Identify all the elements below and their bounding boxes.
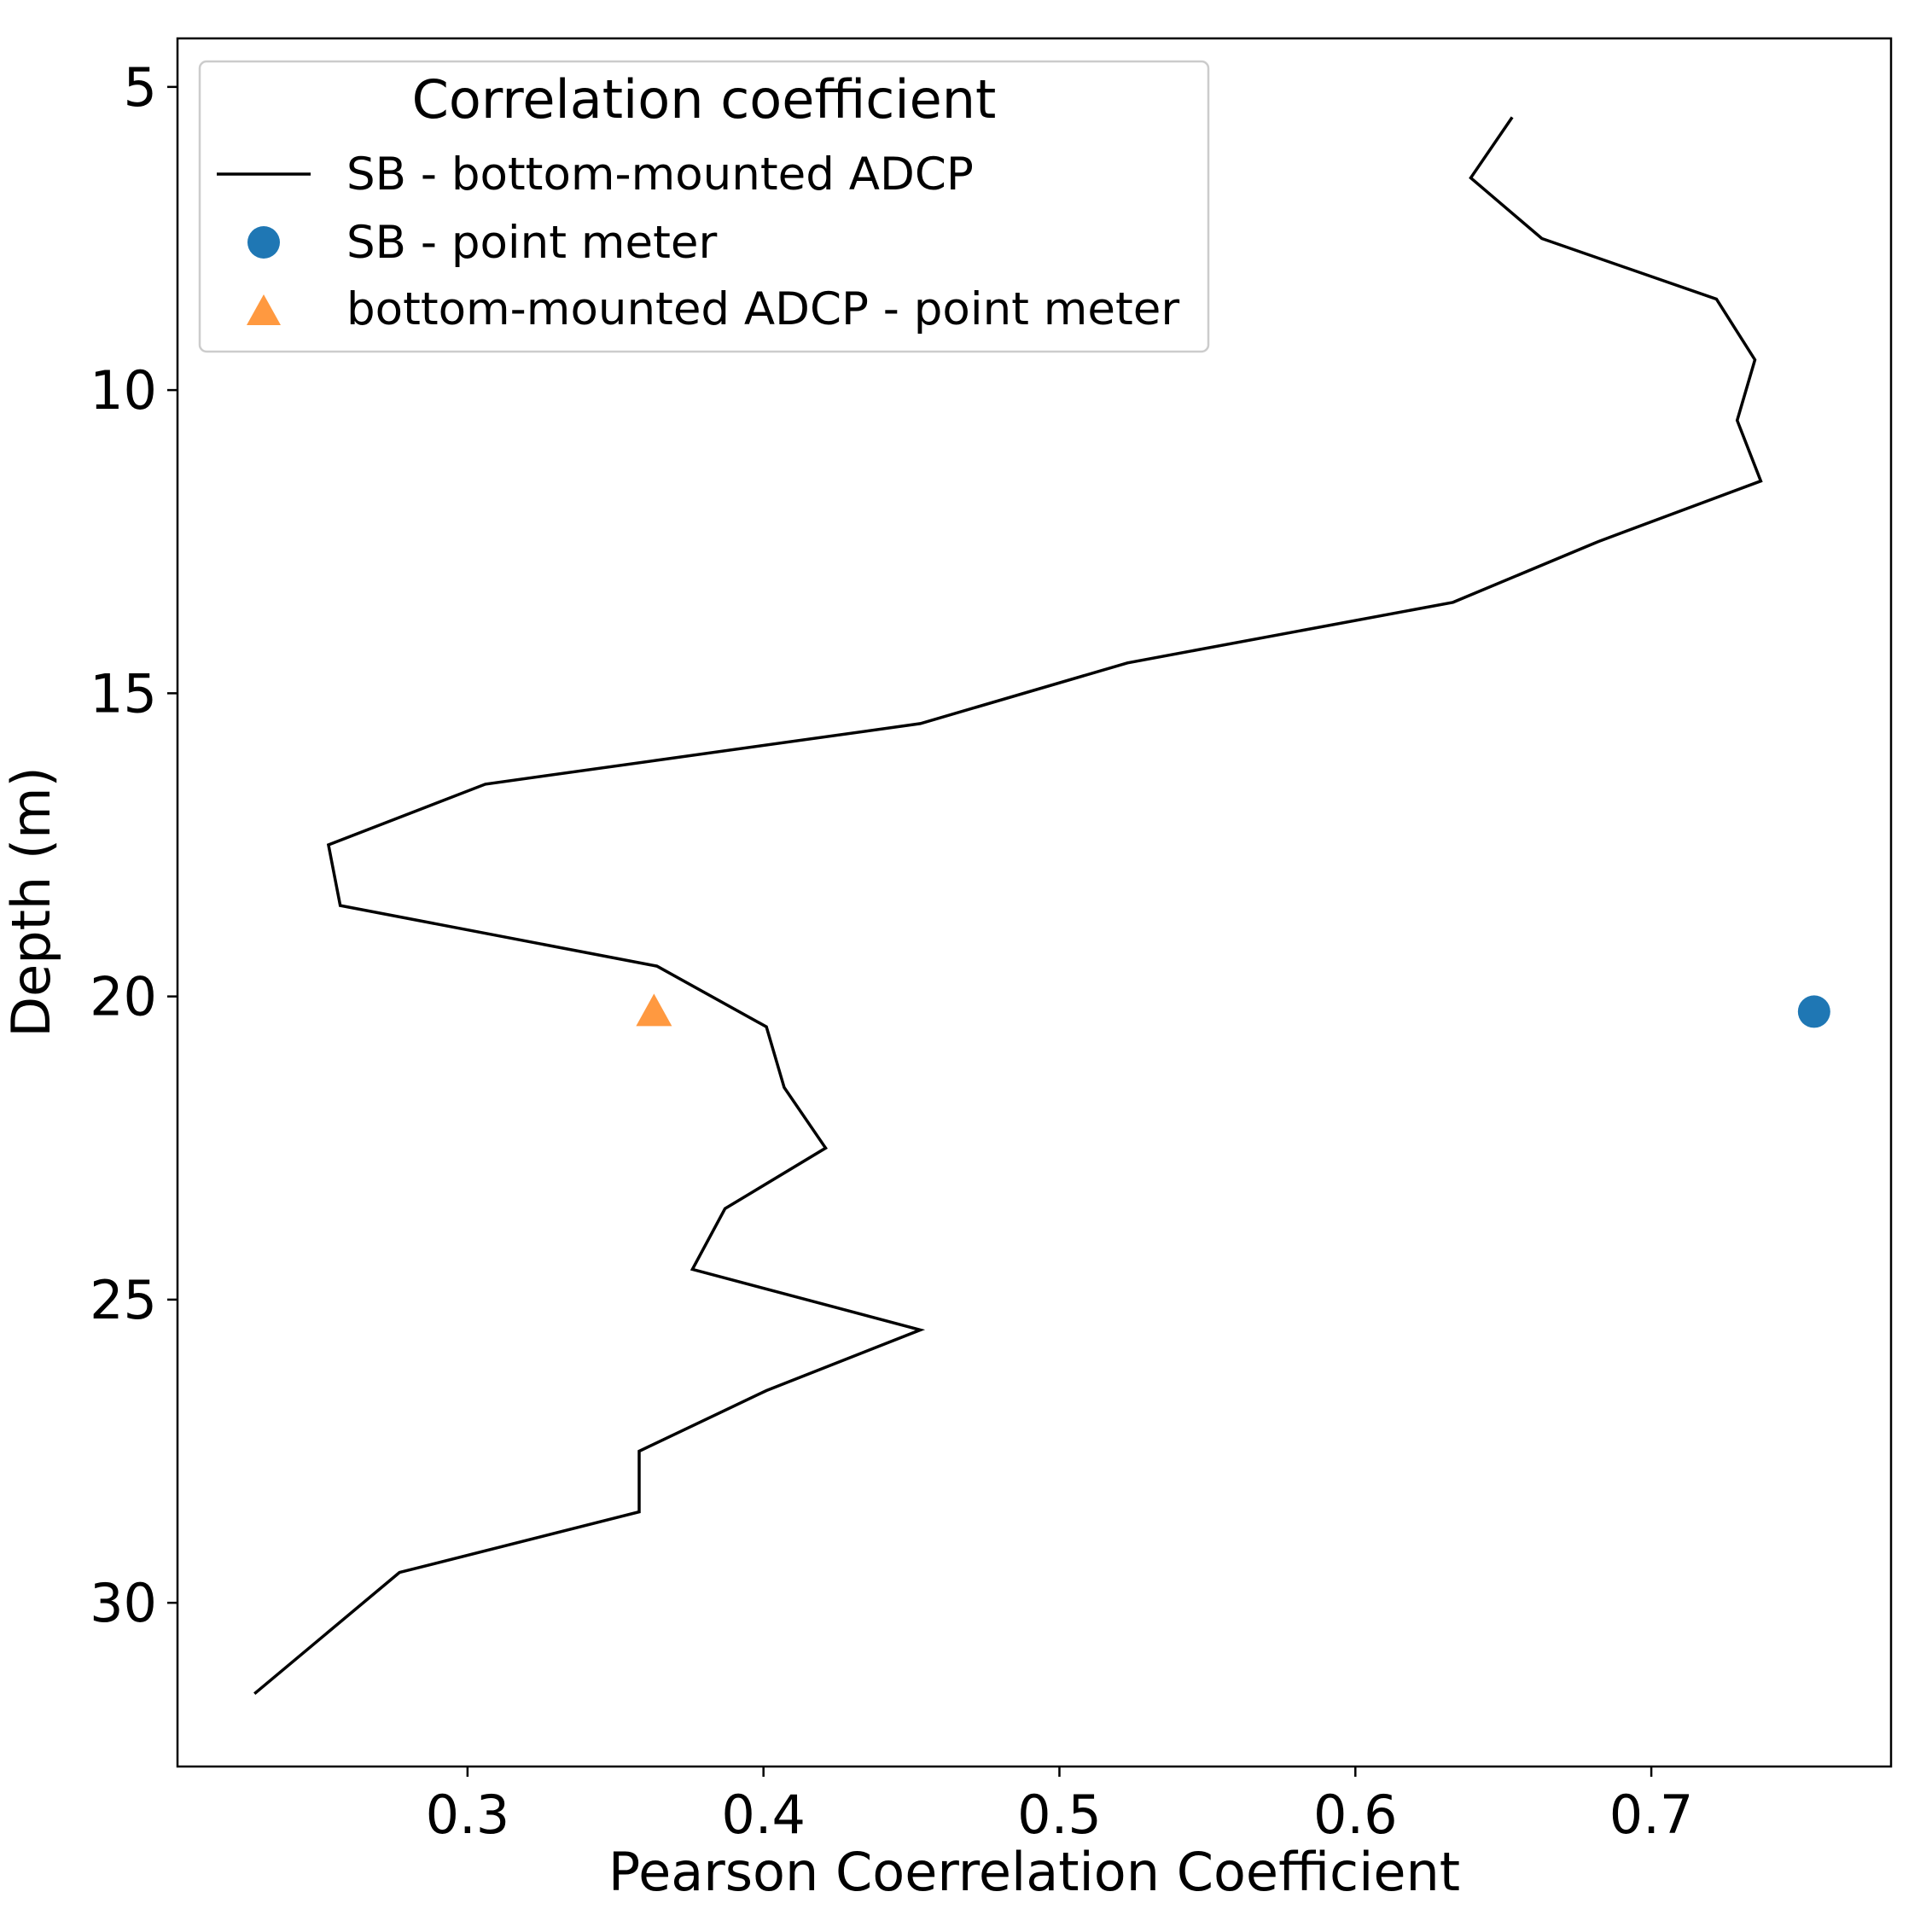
y-tick-label: 20 [90, 966, 157, 1028]
legend-entry-adcp-line: SB - bottom-mounted ADCP [346, 148, 974, 201]
x-tick-label: 0.4 [721, 1784, 806, 1846]
legend-entry-point-meter: SB - point meter [346, 217, 717, 269]
x-tick-label: 0.6 [1313, 1784, 1398, 1846]
legend-triangle-swatch [247, 294, 281, 325]
y-tick-label: 10 [90, 359, 157, 422]
y-tick-label: 30 [90, 1572, 157, 1634]
legend-title: Correlation coefficient [412, 68, 997, 131]
x-tick-label: 0.3 [426, 1784, 510, 1846]
point-meter-marker [1797, 995, 1830, 1028]
legend-circle-swatch [247, 226, 280, 259]
adcp-correlation-line [253, 116, 1763, 1696]
plot-series [253, 116, 1830, 1696]
y-tick-label: 15 [90, 662, 157, 725]
legend-entry-adcp-point-meter: bottom-mounted ADCP - point meter [346, 283, 1179, 335]
x-axis-label: Pearson Coerrelation Coefficient [608, 1841, 1460, 1903]
y-tick-label: 5 [124, 56, 157, 119]
y-tick-label: 25 [90, 1269, 157, 1331]
adcp-point-meter-marker [636, 993, 672, 1027]
x-tick-label: 0.7 [1609, 1784, 1694, 1846]
plot-area-frame [176, 37, 1893, 1768]
legend: Correlation coefficient SB - bottom-moun… [198, 60, 1210, 353]
y-axis-ticks: 5 10 15 20 25 30 [90, 56, 177, 1634]
y-axis-label: Depth (m) [0, 766, 62, 1037]
legend-box [198, 60, 1210, 353]
x-axis-ticks: 0.3 0.4 0.5 0.6 0.7 [426, 1767, 1694, 1846]
x-tick-label: 0.5 [1017, 1784, 1102, 1846]
